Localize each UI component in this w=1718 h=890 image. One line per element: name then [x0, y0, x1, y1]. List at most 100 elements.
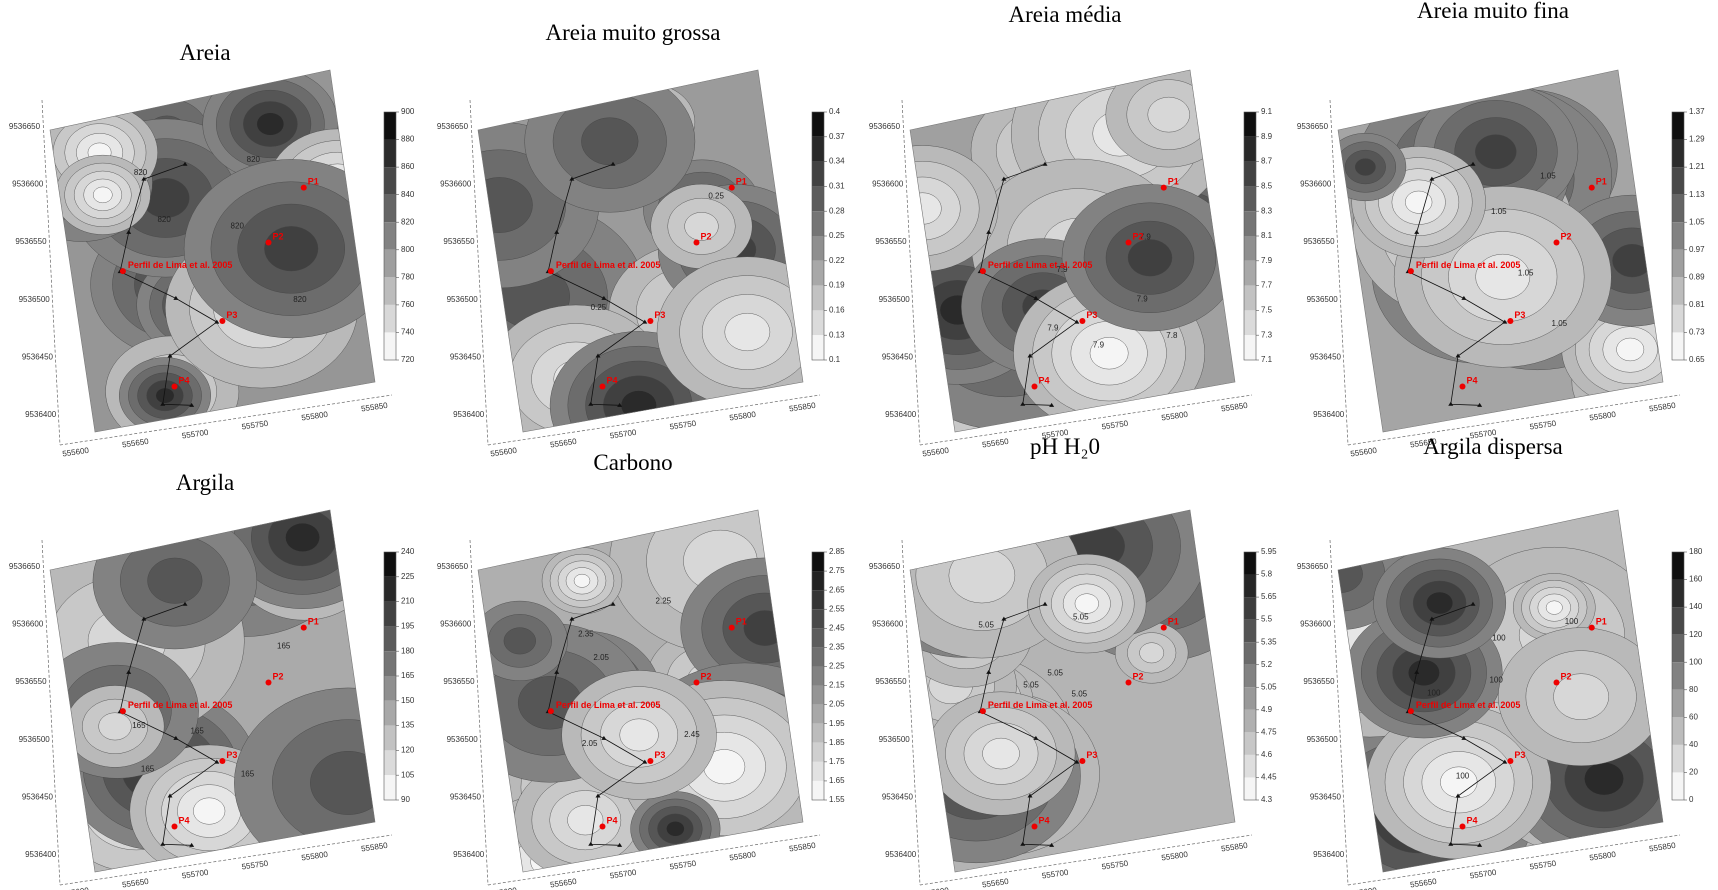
sample-point: [693, 239, 700, 246]
colorbar-band: [812, 112, 824, 137]
x-tick-label: 555850: [1221, 401, 1249, 414]
x-tick-label: 555800: [729, 850, 757, 863]
y-tick-label: 9536400: [25, 850, 57, 859]
y-tick-label: 9536500: [447, 735, 479, 744]
contour-label: 2.05: [593, 653, 609, 662]
point-label: P1: [308, 177, 319, 187]
x-tick-label: 555850: [789, 401, 817, 414]
sample-point: [1553, 239, 1560, 246]
colorbar-label: 2.25: [829, 662, 845, 671]
y-tick-label: 9536550: [1303, 677, 1335, 686]
point-label: P4: [1039, 816, 1050, 826]
transect-marker: [617, 842, 623, 847]
x-axis: [59, 834, 393, 886]
transect-marker: [601, 735, 607, 740]
contour-band: [1475, 253, 1531, 300]
colorbar-label: 1.21: [1689, 162, 1705, 171]
transect-marker: [1502, 319, 1508, 324]
transect-marker: [1429, 616, 1435, 621]
colorbar-band: [384, 576, 396, 602]
map-panel: pH H₂0 5.05 5.05 5.05 5.05 5.05 P1 P2 P3 P4 Perfil…: [869, 434, 1277, 890]
colorbar-band: [384, 139, 396, 168]
contour-label: 100: [1492, 633, 1506, 642]
contour-label: 165: [277, 641, 291, 650]
y-tick-label: 9536550: [15, 677, 47, 686]
colorbar-label: 9.1: [1261, 107, 1273, 116]
colorbar-band: [812, 666, 824, 686]
transect-marker: [1448, 401, 1454, 406]
y-axis: [41, 99, 61, 446]
colorbar-band: [1244, 709, 1256, 733]
contour-band: [567, 805, 604, 836]
x-tick-label: 555600: [1350, 446, 1378, 459]
colorbar-label: 5.65: [1261, 592, 1277, 601]
colorbar-label: 240: [401, 547, 415, 556]
colorbar-label: 7.7: [1261, 281, 1273, 290]
contour-band: [1612, 244, 1653, 278]
colorbar-band: [384, 277, 396, 305]
y-tick-label: 9536650: [869, 562, 901, 571]
point-label: P4: [179, 816, 190, 826]
colorbar-label: 2.75: [829, 566, 845, 575]
x-tick-label: 555850: [1649, 841, 1677, 854]
y-tick-label: 9536500: [1307, 295, 1339, 304]
point-label: P2: [1561, 232, 1572, 242]
colorbar-band: [812, 609, 824, 629]
point-label: P2: [1561, 672, 1572, 682]
colorbar-band: [812, 211, 824, 236]
transect-marker: [182, 601, 188, 606]
panel-title: Areia: [179, 40, 230, 65]
contour-band: [910, 192, 942, 225]
map-panel: Argila 165 165 165 165 165 P1 P2 P3 P4 Perfil de L…: [9, 470, 415, 890]
contour-label: 820: [247, 155, 261, 164]
transect-marker: [554, 669, 560, 674]
profile-label: Perfil de Lima et al. 2005: [988, 700, 1093, 710]
contour-label: 165: [132, 721, 146, 730]
sample-point: [300, 184, 307, 191]
contour-band: [264, 226, 319, 272]
y-tick-label: 9536500: [1307, 735, 1339, 744]
point-label: P2: [1133, 672, 1144, 682]
colorbar-label: 0.65: [1689, 355, 1705, 364]
transect-marker: [1033, 735, 1039, 740]
panel-title: Areia muito fina: [1417, 0, 1569, 23]
colorbar-label: 0.81: [1689, 300, 1705, 309]
colorbar-band: [384, 112, 396, 140]
colorbar-band: [1672, 304, 1684, 333]
x-tick-label: 555850: [361, 841, 389, 854]
colorbar-band: [1244, 619, 1256, 643]
contour-band: [1147, 96, 1190, 133]
profile-point: [119, 268, 126, 275]
x-tick-label: 555750: [241, 859, 269, 872]
colorbar-band: [812, 161, 824, 187]
colorbar-label: 1.95: [829, 719, 845, 728]
point-label: P2: [1133, 232, 1144, 242]
colorbar-band: [812, 704, 824, 724]
y-axis: [1329, 99, 1349, 446]
sample-point: [1459, 383, 1466, 390]
y-tick-label: 9536450: [22, 352, 54, 361]
profile-point: [1407, 268, 1414, 275]
x-tick-label: 555650: [982, 437, 1010, 450]
map-border: [909, 69, 1236, 433]
x-tick-label: 555700: [1469, 428, 1497, 441]
profile-point: [979, 708, 986, 715]
contour-label: 165: [191, 727, 205, 736]
transect-marker: [1461, 735, 1467, 740]
contour-label: 7.9: [1047, 324, 1059, 333]
transect-marker: [182, 161, 188, 166]
colorbar-label: 8.7: [1261, 157, 1273, 166]
x-tick-label: 555700: [1041, 868, 1069, 881]
profile-label: Perfil de Lima et al. 2005: [1416, 260, 1521, 270]
point-label: P3: [654, 750, 665, 760]
y-tick-label: 9536650: [9, 122, 41, 131]
y-axis: [41, 539, 61, 886]
colorbar-band: [384, 332, 396, 360]
colorbar-band: [384, 249, 396, 278]
x-axis: [487, 834, 821, 886]
colorbar-label: 7.3: [1261, 330, 1273, 339]
colorbar-label: 7.9: [1261, 256, 1273, 265]
transect-marker: [214, 759, 220, 764]
transect-marker: [642, 759, 648, 764]
y-tick-label: 9536450: [882, 352, 914, 361]
